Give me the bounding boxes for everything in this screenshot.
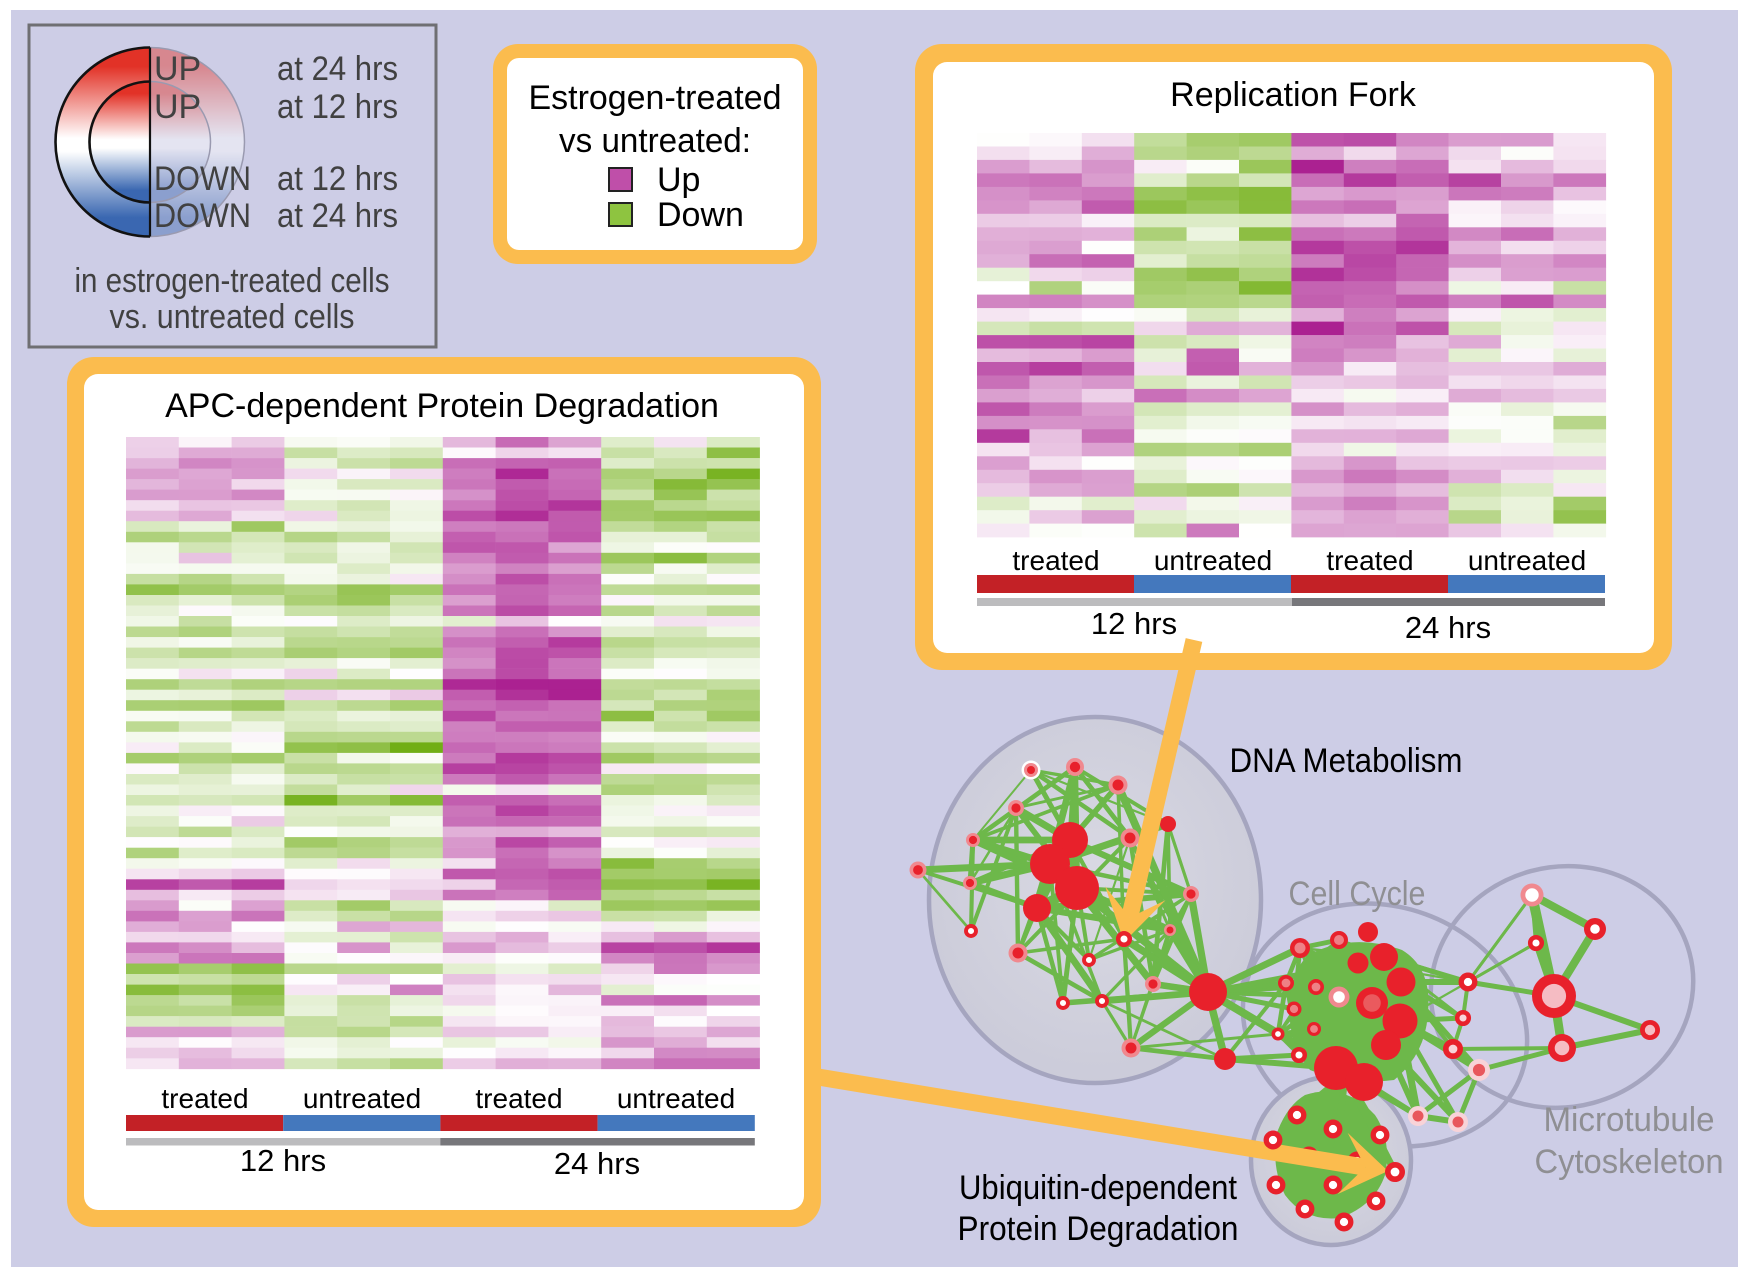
svg-text:UP: UP bbox=[154, 88, 201, 126]
svg-text:Ubiquitin-dependent: Ubiquitin-dependent bbox=[959, 1169, 1238, 1207]
svg-text:Estrogen-treated: Estrogen-treated bbox=[529, 79, 782, 117]
svg-text:12 hrs: 12 hrs bbox=[1091, 606, 1177, 641]
svg-text:DOWN: DOWN bbox=[154, 197, 251, 235]
svg-text:untreated: untreated bbox=[1154, 545, 1272, 576]
svg-text:at 24 hrs: at 24 hrs bbox=[277, 50, 398, 88]
svg-text:APC-dependent Protein Degradat: APC-dependent Protein Degradation bbox=[165, 387, 719, 425]
svg-text:vs. untreated cells: vs. untreated cells bbox=[110, 298, 355, 336]
svg-text:Cytoskeleton: Cytoskeleton bbox=[1535, 1143, 1724, 1181]
svg-text:12 hrs: 12 hrs bbox=[240, 1143, 326, 1178]
svg-text:treated: treated bbox=[1326, 545, 1413, 576]
svg-text:in estrogen-treated cells: in estrogen-treated cells bbox=[75, 262, 390, 300]
svg-text:untreated: untreated bbox=[1468, 545, 1586, 576]
svg-text:treated: treated bbox=[475, 1083, 562, 1114]
svg-text:UP: UP bbox=[154, 50, 201, 88]
svg-text:Up: Up bbox=[657, 161, 700, 199]
svg-text:DOWN: DOWN bbox=[154, 160, 251, 198]
svg-text:treated: treated bbox=[1012, 545, 1099, 576]
svg-text:untreated: untreated bbox=[303, 1083, 421, 1114]
svg-text:Down: Down bbox=[657, 196, 744, 234]
svg-text:at 12 hrs: at 12 hrs bbox=[277, 160, 398, 198]
svg-text:Cell Cycle: Cell Cycle bbox=[1289, 875, 1426, 913]
svg-text:24 hrs: 24 hrs bbox=[554, 1146, 640, 1181]
svg-text:Replication Fork: Replication Fork bbox=[1170, 76, 1417, 114]
svg-text:at 24 hrs: at 24 hrs bbox=[277, 197, 398, 235]
svg-text:at 12 hrs: at 12 hrs bbox=[277, 88, 398, 126]
svg-text:treated: treated bbox=[161, 1083, 248, 1114]
svg-text:vs untreated:: vs untreated: bbox=[559, 122, 751, 160]
svg-text:Protein Degradation: Protein Degradation bbox=[958, 1210, 1239, 1248]
svg-text:24 hrs: 24 hrs bbox=[1405, 610, 1491, 645]
svg-text:untreated: untreated bbox=[617, 1083, 735, 1114]
svg-text:Microtubule: Microtubule bbox=[1544, 1101, 1715, 1139]
svg-text:DNA Metabolism: DNA Metabolism bbox=[1230, 742, 1463, 780]
